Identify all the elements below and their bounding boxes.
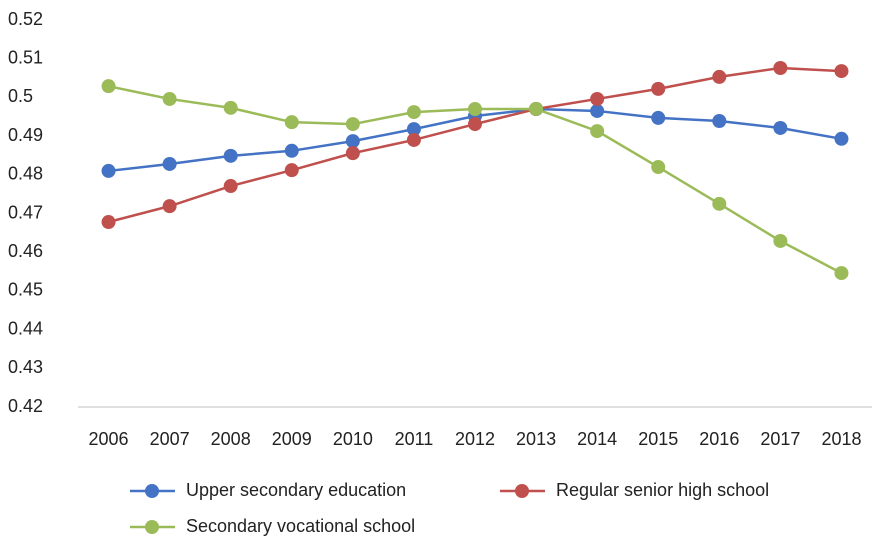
y-tick-label: 0.46	[8, 241, 43, 261]
x-tick-label: 2013	[516, 429, 556, 449]
point	[651, 110, 666, 125]
y-tick-label: 0.5	[8, 86, 33, 106]
point	[590, 103, 605, 118]
y-tick-label: 0.45	[8, 280, 43, 300]
x-tick-label: 2012	[455, 429, 495, 449]
point	[284, 115, 299, 130]
point	[712, 114, 727, 129]
point	[834, 131, 849, 146]
point	[468, 102, 482, 117]
point	[162, 91, 177, 106]
y-tick-label: 0.43	[8, 357, 43, 377]
point	[345, 117, 360, 132]
point	[345, 134, 360, 149]
point	[712, 69, 727, 84]
point	[773, 60, 788, 75]
y-tick-label: 0.42	[8, 396, 43, 416]
x-tick-label: 2014	[577, 429, 617, 449]
y-tick-label: 0.51	[8, 47, 43, 67]
legend-marker	[515, 484, 529, 498]
point	[406, 122, 421, 137]
point	[101, 79, 116, 94]
series-line	[108, 66, 842, 224]
point	[712, 196, 727, 211]
point	[284, 163, 299, 178]
point	[529, 102, 544, 117]
point	[834, 64, 849, 79]
point	[284, 143, 299, 158]
point	[773, 120, 788, 135]
point	[223, 100, 238, 115]
point	[223, 179, 238, 194]
x-tick-label: 2018	[821, 429, 861, 449]
x-tick-label: 2011	[395, 429, 434, 449]
x-tick-label: 2010	[333, 429, 373, 449]
y-tick-label: 0.49	[8, 125, 43, 145]
point	[223, 148, 238, 163]
point	[345, 146, 360, 161]
point	[590, 124, 605, 139]
x-tick-label: 2016	[699, 429, 739, 449]
y-tick-label: 0.52	[8, 9, 43, 29]
point	[834, 266, 849, 281]
legend-marker	[145, 520, 159, 534]
legend-label: Regular senior high school	[556, 480, 769, 500]
x-tick-label: 2008	[211, 429, 251, 449]
point	[590, 91, 605, 106]
point	[406, 105, 421, 120]
legend-label: Upper secondary education	[186, 480, 406, 500]
point	[773, 233, 788, 248]
legend-label: Secondary vocational school	[186, 516, 415, 536]
x-tick-label: 2017	[760, 429, 800, 449]
point	[162, 156, 177, 171]
y-tick-label: 0.48	[8, 164, 43, 184]
y-tick-label: 0.44	[8, 318, 43, 338]
x-tick-label: 2009	[272, 429, 312, 449]
point	[468, 117, 482, 132]
point	[406, 132, 421, 147]
x-tick-label: 2007	[150, 429, 190, 449]
x-tick-label: 2015	[638, 429, 678, 449]
legend-marker	[145, 484, 159, 498]
point	[651, 160, 666, 175]
y-tick-label: 0.47	[8, 202, 43, 222]
point	[651, 81, 666, 96]
x-tick-label: 2006	[89, 429, 129, 449]
point	[101, 163, 116, 178]
point	[101, 215, 116, 230]
point	[162, 199, 177, 214]
